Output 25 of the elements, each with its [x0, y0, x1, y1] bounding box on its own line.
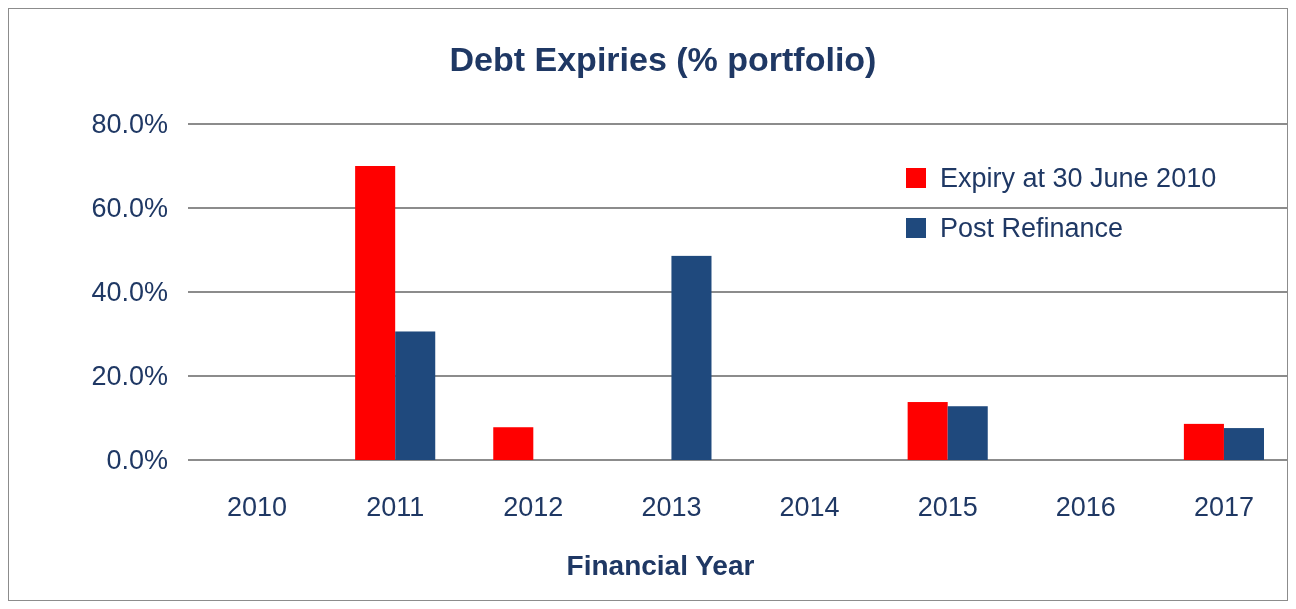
bar [1223, 428, 1264, 460]
y-tick-label: 60.0% [91, 193, 168, 224]
legend-label: Expiry at 30 June 2010 [940, 163, 1217, 194]
y-tick-label: 40.0% [91, 277, 168, 308]
y-tick-label: 0.0% [106, 445, 168, 476]
y-tick-label: 20.0% [91, 361, 168, 392]
x-tick-label: 2012 [503, 492, 564, 522]
x-tick-label: 2015 [917, 492, 978, 522]
bar [671, 255, 712, 460]
legend-label: Post Refinance [940, 213, 1124, 244]
y-tick-label: 80.0% [91, 109, 168, 140]
bar [1183, 423, 1224, 460]
x-tick-label: 2010 [227, 492, 288, 522]
bar [907, 402, 948, 460]
x-tick-label: 2016 [1055, 492, 1116, 522]
x-tick-label: 2014 [779, 492, 840, 522]
bar [395, 331, 436, 460]
x-tick-label: 2017 [1193, 492, 1254, 522]
x-axis-title: Financial Year [566, 550, 755, 581]
x-tick-label: 2011 [366, 492, 425, 522]
x-tick-label: 2013 [641, 492, 702, 522]
bar [947, 406, 988, 460]
bar [493, 427, 534, 460]
bar [355, 166, 396, 460]
chart-title: Debt Expiries (% portfolio) [449, 40, 877, 78]
